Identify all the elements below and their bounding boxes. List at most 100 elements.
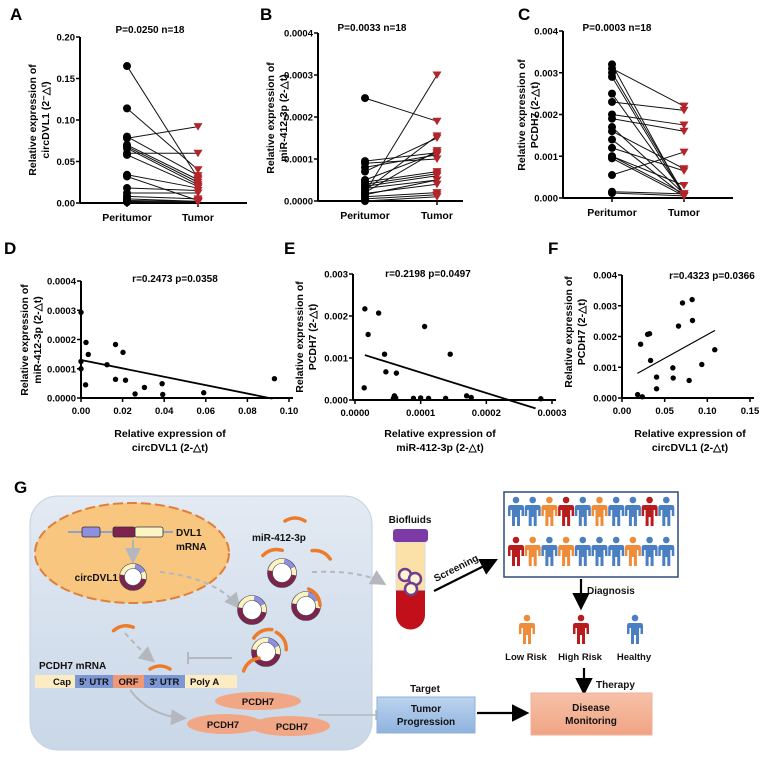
scatter-point	[417, 395, 424, 401]
scatter-point	[201, 390, 207, 396]
secretion-arrow	[311, 570, 387, 585]
mirna-icon	[241, 656, 261, 673]
y-axis-label: Relative expression of miR-412-3p (2-△t)	[265, 62, 290, 174]
inhibition-to-tumor	[318, 710, 377, 720]
regression-line	[637, 329, 716, 374]
x-axis-label-line1: Relative expression of	[384, 428, 496, 440]
scatter-point	[712, 347, 718, 353]
y-tick-label: 0.002	[534, 110, 558, 121]
dvl1-mrna-label: DVL1	[176, 528, 202, 539]
y-tick-label: 0.0003	[47, 306, 76, 317]
mirna-icon	[261, 547, 284, 558]
pair-line	[364, 171, 438, 183]
y-tick-label: 0.000	[534, 194, 558, 205]
person-icon	[658, 536, 675, 566]
y-axis-label: Relative expression of circDVL1 (2⁻△ᵗ)	[27, 64, 52, 176]
person-icon	[541, 496, 558, 526]
chart-stat-label: r=0.2473 p=0.0358	[132, 274, 218, 285]
risk-group-label: Low Risk	[505, 652, 547, 663]
scatter-point	[670, 365, 676, 371]
x-axis-label-line2: circDVL1 (2-△t)	[132, 442, 208, 454]
person-icon	[573, 614, 589, 644]
y-tick-label: 0.001	[324, 354, 348, 365]
y-tick-label: 0.0001	[284, 155, 314, 166]
scatter-point	[381, 351, 388, 357]
chart-stat-label: P=0.0250 n=18	[116, 25, 185, 36]
circdvl1-ring-icon	[251, 637, 281, 667]
circdvl1-ring-icon	[291, 591, 321, 621]
y-tick-label: 0.001	[534, 152, 558, 163]
panel-label-a: A	[10, 5, 22, 24]
scatter-point	[634, 391, 641, 398]
x-tick-label: 0.06	[197, 406, 216, 417]
pair-line	[364, 97, 438, 122]
scatter-point	[104, 361, 110, 368]
peritumor-point	[361, 197, 369, 205]
mirna-icon	[310, 548, 332, 561]
category-label: Tumor	[421, 210, 453, 222]
screening-arrow	[433, 559, 498, 592]
pcdh7-mrna-bar: Cap 5' UTR ORF 3' UTR Poly A	[35, 675, 237, 688]
target-label: Target	[410, 684, 440, 695]
x-axis-label-line2: circDVL1 (2-△t)	[652, 442, 728, 454]
person-icon	[627, 614, 643, 644]
x-axis-label-line2: miR-412-3p (2-△t)	[396, 442, 483, 454]
chart-stat-label: P=0.0033 n=18	[338, 23, 407, 34]
pair-line	[611, 139, 685, 197]
regression-line	[364, 354, 536, 410]
chart-f: r=0.4323 p=0.0366 0.000 0.001 0.002 0.003 0.0…	[563, 271, 760, 455]
person-icon	[658, 496, 675, 526]
scatter-point	[647, 357, 654, 364]
pair-line	[364, 175, 438, 187]
risk-group-label: High Risk	[558, 652, 603, 663]
x-tick-label: 0.0000	[340, 408, 369, 419]
segment-5utr: 5' UTR	[79, 677, 109, 688]
tumor-point	[679, 167, 689, 175]
y-tick-label: 0.004	[593, 271, 617, 282]
pair-line	[364, 194, 438, 200]
scatter-point	[120, 349, 126, 356]
peritumor-point	[608, 127, 616, 136]
y-axis-label: Relative expression of miR-412-3p (2-△t)	[19, 284, 44, 396]
peritumor-point	[608, 188, 616, 197]
tumor-point	[679, 121, 689, 129]
risk-group-label: Healthy	[617, 652, 652, 663]
tumor-point	[193, 123, 203, 131]
x-tick-label: 0.00	[613, 406, 632, 417]
scatter-point	[463, 393, 470, 399]
y-tick-label: 0.003	[324, 270, 348, 281]
person-icon	[641, 536, 658, 566]
pair-line	[364, 179, 438, 196]
x-tick-label: 0.15	[741, 406, 760, 417]
scatter-point	[160, 391, 166, 398]
chart-stat-label: r=0.2198 p=0.0497	[385, 269, 471, 280]
tumor-box-line1: Tumor	[411, 704, 441, 715]
chart-a: P=0.0250 n=18 0.00 0.05 0.10 0.15 0.20 Relativ…	[27, 25, 247, 224]
pair-line	[126, 174, 199, 189]
y-axis-label-line2: circDVL1 (2⁻△ᵗ)	[40, 81, 52, 158]
y-axis-label: Relative expression of PCDH7 (2-△t)	[294, 281, 319, 393]
chart-c: P=0.0003 n=18 0.000 0.001 0.002 0.003 0.004 Re…	[516, 23, 733, 219]
y-axis-label-line1: Relative expression of	[265, 62, 277, 174]
person-icon	[624, 496, 641, 526]
person-icon	[508, 496, 524, 526]
circdvl1-rings	[119, 558, 321, 667]
x-axis-label-line1: Relative expression of	[114, 428, 226, 440]
scatter-point	[132, 391, 138, 397]
scatter-point	[653, 386, 660, 392]
tumor-point	[432, 132, 442, 140]
pair-line	[611, 126, 685, 195]
pair-line	[364, 150, 438, 194]
y-tick-label: 0.001	[593, 363, 617, 374]
person-icon	[508, 536, 524, 566]
x-tick-label: 0.08	[238, 406, 257, 417]
y-axis-label-line1: Relative expression of	[27, 64, 39, 176]
person-icon	[519, 614, 535, 644]
scatter-point	[646, 331, 653, 337]
mirna-label: miR-412-3p	[252, 533, 306, 544]
peritumor-point	[608, 89, 616, 98]
person-icon	[591, 496, 608, 526]
x-tick-label: 0.0003	[537, 408, 566, 419]
protein-label: PCDH7	[242, 697, 274, 708]
